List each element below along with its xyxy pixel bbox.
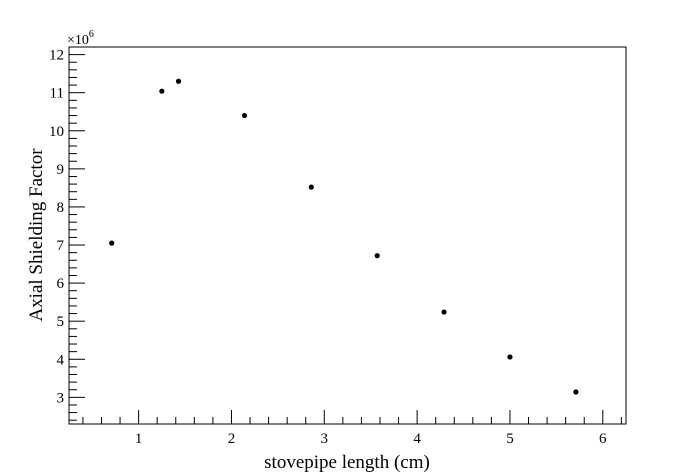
data-points bbox=[109, 78, 579, 395]
y-tick-label: 12 bbox=[49, 48, 64, 64]
data-point bbox=[241, 112, 248, 119]
data-point bbox=[507, 354, 513, 360]
x-axis-title: stovepipe length (cm) bbox=[264, 452, 430, 472]
y-axis-multiplier: ×106 bbox=[67, 29, 94, 48]
y-tick-label: 3 bbox=[57, 390, 65, 406]
y-tick-label: 7 bbox=[57, 238, 65, 254]
data-point bbox=[175, 78, 182, 84]
y-axis-multiplier-base: ×10 bbox=[67, 33, 89, 48]
y-axis-multiplier-exponent: 6 bbox=[89, 29, 94, 40]
y-axis-tick-labels: 3 4 5 6 7 8 9 10 11 12 bbox=[49, 48, 65, 407]
y-axis-ticks bbox=[69, 46, 85, 421]
x-tick-label: 4 bbox=[413, 431, 421, 447]
y-tick-label: 10 bbox=[49, 124, 64, 140]
x-tick-label: 6 bbox=[599, 431, 607, 447]
y-tick-label: 11 bbox=[50, 86, 64, 102]
data-point bbox=[441, 309, 447, 315]
x-tick-label: 1 bbox=[135, 431, 143, 447]
y-tick-label: 6 bbox=[57, 276, 65, 292]
data-point bbox=[374, 253, 380, 259]
data-point bbox=[573, 389, 579, 395]
data-point bbox=[109, 240, 115, 246]
y-tick-label: 8 bbox=[57, 200, 65, 216]
x-tick-label: 2 bbox=[228, 431, 236, 447]
x-axis-tick-labels: 1 2 3 4 5 6 bbox=[135, 431, 607, 447]
x-tick-label: 5 bbox=[506, 431, 514, 447]
data-point bbox=[308, 184, 314, 190]
y-tick-label: 5 bbox=[57, 314, 65, 330]
data-point bbox=[159, 88, 165, 94]
y-tick-label: 4 bbox=[57, 352, 65, 368]
x-axis-ticks bbox=[82, 410, 622, 424]
y-axis-title: Axial Shielding Factor bbox=[26, 148, 47, 322]
y-tick-label: 9 bbox=[57, 162, 65, 178]
plot-frame bbox=[68, 46, 627, 425]
x-tick-label: 3 bbox=[321, 431, 329, 447]
